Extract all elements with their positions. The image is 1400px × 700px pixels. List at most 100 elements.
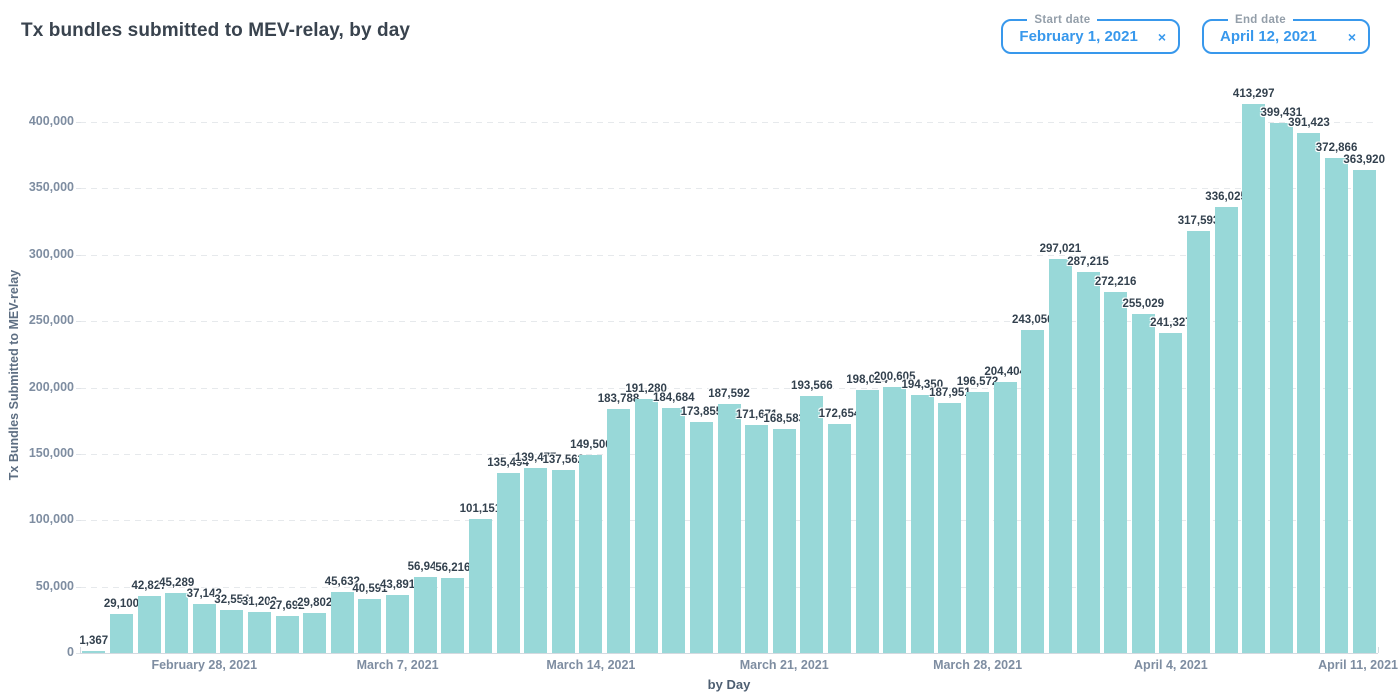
bar[interactable] xyxy=(1242,104,1266,653)
bar[interactable] xyxy=(1159,332,1183,653)
bar[interactable] xyxy=(910,395,934,653)
bar[interactable] xyxy=(551,470,575,653)
gridline xyxy=(80,122,1378,123)
x-axis-end-tick xyxy=(80,647,81,653)
bar-value-label: 1,367 xyxy=(79,635,109,648)
bar-value-label: 193,566 xyxy=(791,380,833,393)
bar[interactable] xyxy=(496,473,520,653)
bar-value-label: 135,494 xyxy=(487,457,529,470)
x-axis-tick-label: March 28, 2021 xyxy=(933,658,1023,672)
bar[interactable] xyxy=(165,592,189,653)
x-axis-tick-label: March 14, 2021 xyxy=(546,658,636,672)
bar[interactable] xyxy=(1186,231,1210,653)
bar-value-label: 139,477 xyxy=(514,451,557,464)
y-axis-tick-label: 0 xyxy=(67,645,74,659)
bar[interactable] xyxy=(248,611,271,653)
bar-value-label: 413,297 xyxy=(1232,88,1275,101)
bar[interactable] xyxy=(275,616,299,653)
y-axis-tick xyxy=(76,586,81,588)
bar[interactable] xyxy=(303,613,327,653)
y-axis-tick xyxy=(76,188,81,190)
bar[interactable] xyxy=(82,651,106,653)
bar-value-label: 183,788 xyxy=(597,393,640,406)
bar[interactable] xyxy=(689,422,713,653)
bar[interactable] xyxy=(220,609,244,653)
bar[interactable] xyxy=(109,614,133,653)
bar[interactable] xyxy=(883,386,907,653)
bar[interactable] xyxy=(1048,258,1072,653)
bar[interactable] xyxy=(1076,271,1100,653)
bar-value-label: 191,280 xyxy=(625,383,667,396)
start-date-value[interactable]: February 1, 2021 xyxy=(1019,28,1138,45)
bar-value-label: 272,216 xyxy=(1094,275,1137,288)
bar-value-label: 37,142 xyxy=(186,587,222,600)
bar[interactable] xyxy=(524,467,548,653)
y-axis-title: Tx Bundles Submitted to MEV-relay xyxy=(7,269,21,481)
bar[interactable] xyxy=(1104,291,1128,653)
clear-end-date-icon[interactable]: × xyxy=(1347,28,1356,45)
bar[interactable] xyxy=(330,592,354,653)
bar[interactable] xyxy=(358,599,382,653)
gridline xyxy=(80,387,1378,389)
bar-value-label: 241,327 xyxy=(1150,316,1192,329)
bar-value-label: 204,404 xyxy=(984,365,1026,378)
y-axis-tick-label: 250,000 xyxy=(28,313,74,328)
y-axis-tick xyxy=(76,254,81,256)
bar-value-label: 200,605 xyxy=(873,370,916,383)
bar-value-label: 101,151 xyxy=(459,502,502,515)
bar[interactable] xyxy=(1131,314,1155,653)
y-axis-tick xyxy=(76,453,81,455)
bar[interactable] xyxy=(579,454,603,653)
bar[interactable] xyxy=(441,578,465,653)
bar[interactable] xyxy=(634,399,658,653)
y-axis-tick-label: 100,000 xyxy=(28,512,74,527)
start-date-picker-label: Start date xyxy=(1034,14,1091,26)
bar[interactable] xyxy=(137,596,161,653)
bar[interactable] xyxy=(966,392,990,653)
end-date-picker[interactable]: End date April 12, 2021 × xyxy=(1202,14,1370,54)
x-axis-line xyxy=(80,653,1378,654)
bar[interactable] xyxy=(800,396,824,653)
y-axis-tick-label: 200,000 xyxy=(28,379,74,394)
bar[interactable] xyxy=(1021,330,1045,653)
bar-value-label: 287,215 xyxy=(1067,255,1109,268)
bar-value-label: 255,029 xyxy=(1122,298,1165,311)
bar[interactable] xyxy=(192,603,216,653)
bar-value-label: 187,951 xyxy=(929,387,971,400)
bar[interactable] xyxy=(745,425,769,653)
page-title: Tx bundles submitted to MEV-relay, by da… xyxy=(21,20,411,41)
bar[interactable] xyxy=(938,403,962,653)
bar[interactable] xyxy=(1325,158,1349,653)
bar-value-label: 317,593 xyxy=(1177,215,1220,228)
y-axis-tick-label: 300,000 xyxy=(28,246,74,261)
bar[interactable] xyxy=(607,409,631,653)
x-axis-tick-label: March 21, 2021 xyxy=(739,658,829,672)
bar-value-label: 56,216 xyxy=(435,562,471,575)
x-axis-tick-label: March 7, 2021 xyxy=(356,658,439,672)
bar[interactable] xyxy=(827,423,851,653)
bar-value-label: 171,671 xyxy=(735,409,778,422)
bar[interactable] xyxy=(772,429,796,653)
bar[interactable] xyxy=(662,407,686,653)
bar[interactable] xyxy=(1269,122,1293,653)
bar-value-label: 391,423 xyxy=(1288,117,1330,130)
start-date-picker[interactable]: Start date February 1, 2021 × xyxy=(1001,14,1180,54)
end-date-value[interactable]: April 12, 2021 xyxy=(1220,28,1317,45)
y-axis-tick-label: 400,000 xyxy=(28,114,74,128)
x-axis-tick-label: April 11, 2021 xyxy=(1318,658,1398,672)
y-axis-tick xyxy=(76,520,81,522)
bar[interactable] xyxy=(993,381,1017,653)
bar[interactable] xyxy=(413,577,437,653)
bar[interactable] xyxy=(855,390,879,653)
bar-value-label: 372,866 xyxy=(1315,142,1358,155)
bar[interactable] xyxy=(1352,169,1376,653)
bar-value-label: 187,592 xyxy=(708,387,750,400)
bar[interactable] xyxy=(386,594,410,653)
clear-start-date-icon[interactable]: × xyxy=(1157,28,1166,45)
bar-value-label: 194,350 xyxy=(901,379,944,391)
bar-value-label: 45,289 xyxy=(159,576,195,589)
bar[interactable] xyxy=(717,403,741,653)
bar[interactable] xyxy=(1297,133,1321,653)
bar[interactable] xyxy=(468,518,492,653)
bar[interactable] xyxy=(1214,206,1238,653)
